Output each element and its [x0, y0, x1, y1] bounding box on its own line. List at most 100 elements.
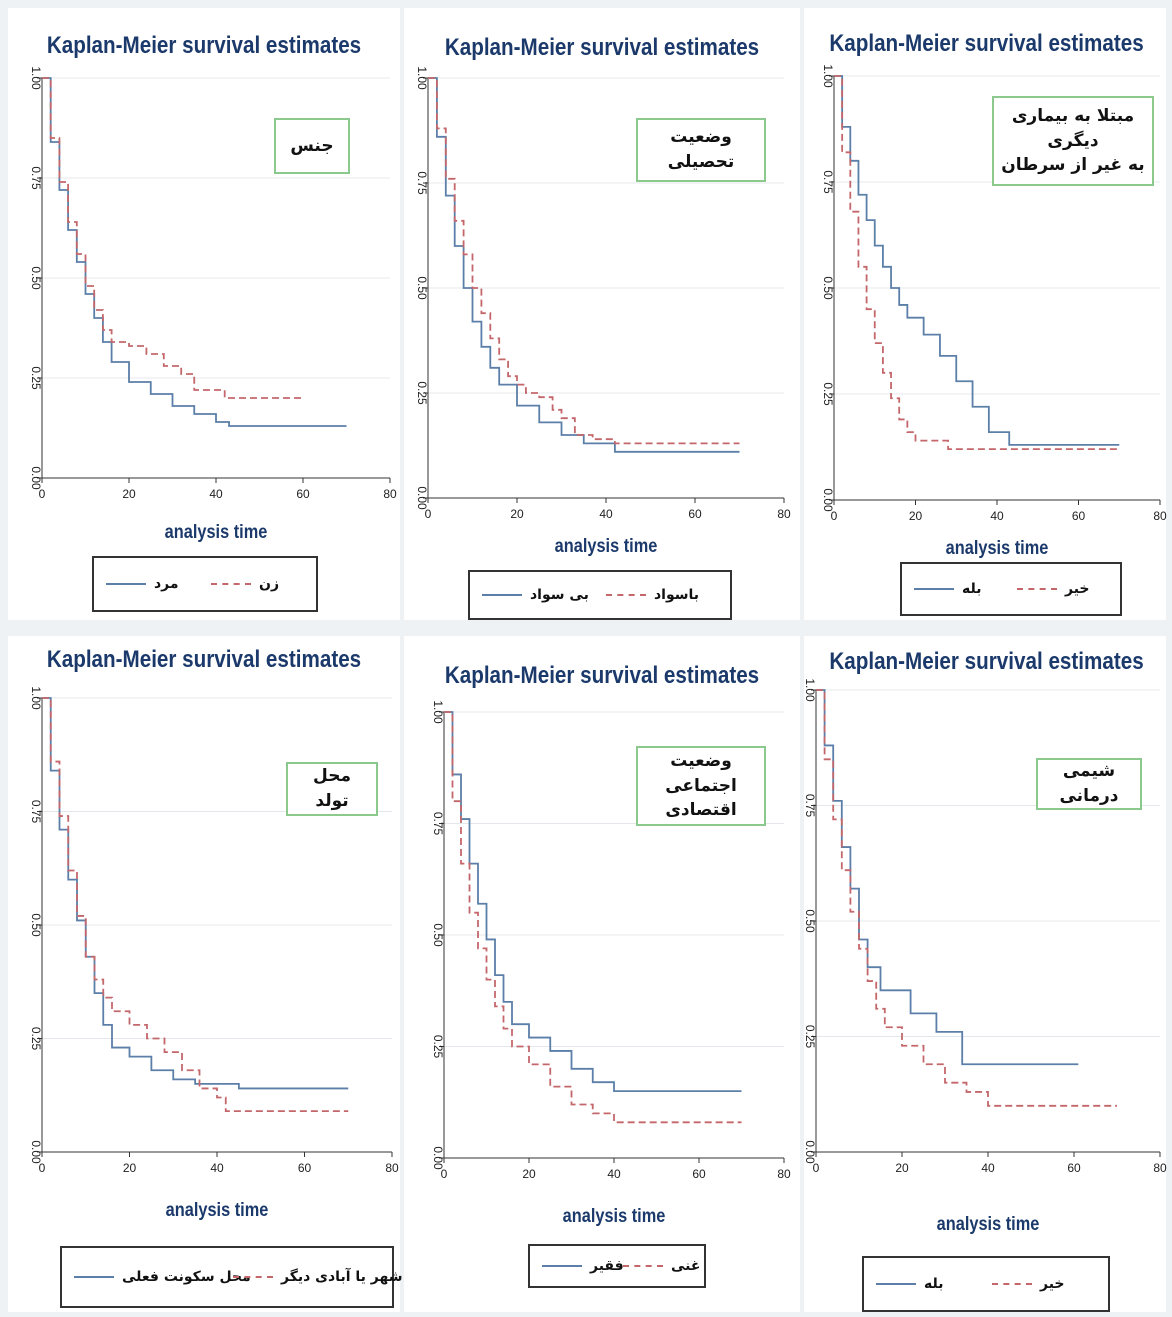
legend: محل سکونت فعلی شهر یا آبادی دیگر [60, 1246, 402, 1308]
covariate-label-text: وضعیت اجتماعی اقتصادی [644, 749, 758, 823]
legend-item-2: زن [211, 558, 279, 610]
survival-curve-1 [444, 711, 742, 1092]
x-tick-label: 40 [990, 509, 1004, 523]
legend-label: بی سواد [530, 587, 589, 603]
chart-panel-1: Kaplan-Meier survival estimates 0.00 0.25 0… [8, 8, 400, 620]
legend-item-1: بله [914, 564, 981, 614]
legend-swatch [992, 1283, 1032, 1285]
km-plot: 0.00 0.25 0.50 0.75 1.00 0 20 40 60 80 [29, 66, 397, 501]
y-tick-label: 0.25 [821, 382, 835, 406]
x-tick-label: 20 [522, 1167, 536, 1181]
y-tick-label: 0.75 [803, 794, 817, 818]
legend-item-1: مرد [106, 558, 179, 610]
covariate-label-text: وضعیت تحصیلی [644, 125, 758, 174]
covariate-label-line: محل تولد [313, 766, 351, 811]
legend-label: غنی [671, 1258, 701, 1274]
legend: بی سواد باسواد [468, 570, 732, 620]
axes [427, 78, 784, 499]
legend-swatch [106, 583, 146, 585]
covariate-label: وضعیت تحصیلی [636, 118, 766, 182]
chart-panel-2: Kaplan-Meier survival estimates 0.00 0.25 0… [404, 8, 800, 620]
x-axis-label: analysis time [164, 522, 268, 543]
x-tick-label: 40 [209, 487, 223, 501]
x-axis-label: analysis time [936, 1214, 1040, 1235]
covariate-label: شیمی درمانی [1036, 758, 1142, 810]
survival-curve-2 [428, 77, 740, 445]
covariate-label-text: محل تولد [294, 764, 370, 813]
x-tick-label: 80 [383, 487, 397, 501]
y-tick-label: 0.75 [29, 800, 43, 824]
y-tick-label: 0.50 [431, 923, 445, 947]
x-tick-label: 0 [425, 507, 432, 521]
legend-swatch [482, 594, 522, 596]
axes [41, 698, 392, 1153]
legend-swatch [606, 594, 646, 596]
legend-item-2: خیر [992, 1258, 1065, 1310]
x-tick-label: 60 [296, 487, 310, 501]
legend-label: بله [962, 581, 982, 597]
x-tick-label: 40 [607, 1167, 621, 1181]
survival-curve-2 [42, 77, 303, 399]
x-tick-label: 20 [510, 507, 524, 521]
legend-swatch [233, 1276, 273, 1278]
x-tick-label: 60 [688, 507, 702, 521]
x-tick-label: 80 [385, 1161, 399, 1175]
survival-curve-1 [42, 697, 349, 1090]
y-tick-label: 1.00 [415, 66, 429, 90]
axes [815, 690, 1160, 1153]
chart-title: Kaplan-Meier survival estimates [46, 32, 362, 59]
legend-item-2: باسواد [606, 572, 699, 618]
legend-item-2: شهر یا آبادی دیگر [233, 1248, 402, 1306]
legend-swatch [211, 583, 251, 585]
y-tick-label: 0.50 [821, 276, 835, 300]
y-tick-label: 0.75 [821, 170, 835, 194]
survival-curve-1 [816, 689, 1079, 1066]
y-tick-label: 0.75 [431, 812, 445, 836]
survival-curve-2 [834, 75, 1120, 451]
y-tick-label: 1.00 [29, 66, 43, 90]
covariate-label-line: وضعیت اجتماعی [665, 751, 737, 796]
chart-panel-4: Kaplan-Meier survival estimates 0.00 0.25 0… [8, 636, 402, 1312]
legend-item-1: فقیر [542, 1246, 624, 1286]
x-tick-label: 80 [1153, 509, 1167, 523]
x-tick-label: 60 [692, 1167, 706, 1181]
y-tick-label: 0.00 [29, 1140, 43, 1164]
x-tick-label: 20 [122, 487, 136, 501]
y-tick-label: 0.75 [29, 166, 43, 190]
covariate-label: محل تولد [286, 762, 378, 816]
covariate-label: وضعیت اجتماعی اقتصادی [636, 746, 766, 826]
y-tick-label: 0.00 [29, 466, 43, 490]
y-tick-label: 1.00 [803, 678, 817, 702]
covariate-label-line: اقتصادی [665, 800, 737, 821]
legend-label: خیر [1040, 1276, 1065, 1292]
y-tick-label: 0.25 [29, 366, 43, 390]
y-tick-label: 0.25 [803, 1025, 817, 1049]
x-tick-label: 0 [39, 487, 46, 501]
y-tick-label: 1.00 [821, 64, 835, 88]
chart-title: Kaplan-Meier survival estimates [829, 648, 1144, 675]
x-tick-label: 0 [831, 509, 838, 523]
legend-label: مرد [154, 576, 179, 592]
chart-title: Kaplan-Meier survival estimates [829, 30, 1144, 57]
legend-label: باسواد [654, 587, 700, 603]
x-tick-label: 40 [210, 1161, 224, 1175]
x-tick-label: 0 [39, 1161, 46, 1175]
covariate-label-line: مبتلا به بیماری دیگری [1011, 106, 1135, 151]
x-tick-label: 60 [298, 1161, 312, 1175]
covariate-label-text: مبتلا به بیماری دیگری به غیر از سرطان [1000, 104, 1146, 178]
y-tick-label: 0.50 [29, 266, 43, 290]
axes [443, 712, 784, 1159]
x-tick-label: 60 [1072, 509, 1086, 523]
y-tick-label: 0.00 [431, 1146, 445, 1170]
survival-curve-2 [816, 689, 1117, 1107]
covariate-label-text: جنس [290, 134, 333, 159]
legend-label: بله [924, 1276, 944, 1292]
km-plot: 0.00 0.25 0.50 0.75 1.00 0 20 40 60 80 [415, 66, 791, 521]
x-tick-label: 20 [895, 1161, 909, 1175]
covariate-label: مبتلا به بیماری دیگری به غیر از سرطان [992, 96, 1154, 186]
legend-item-2: خیر [1017, 564, 1090, 614]
x-tick-label: 40 [599, 507, 613, 521]
covariate-label-line: وضعیت تحصیلی [667, 127, 735, 172]
y-tick-label: 0.25 [29, 1027, 43, 1051]
